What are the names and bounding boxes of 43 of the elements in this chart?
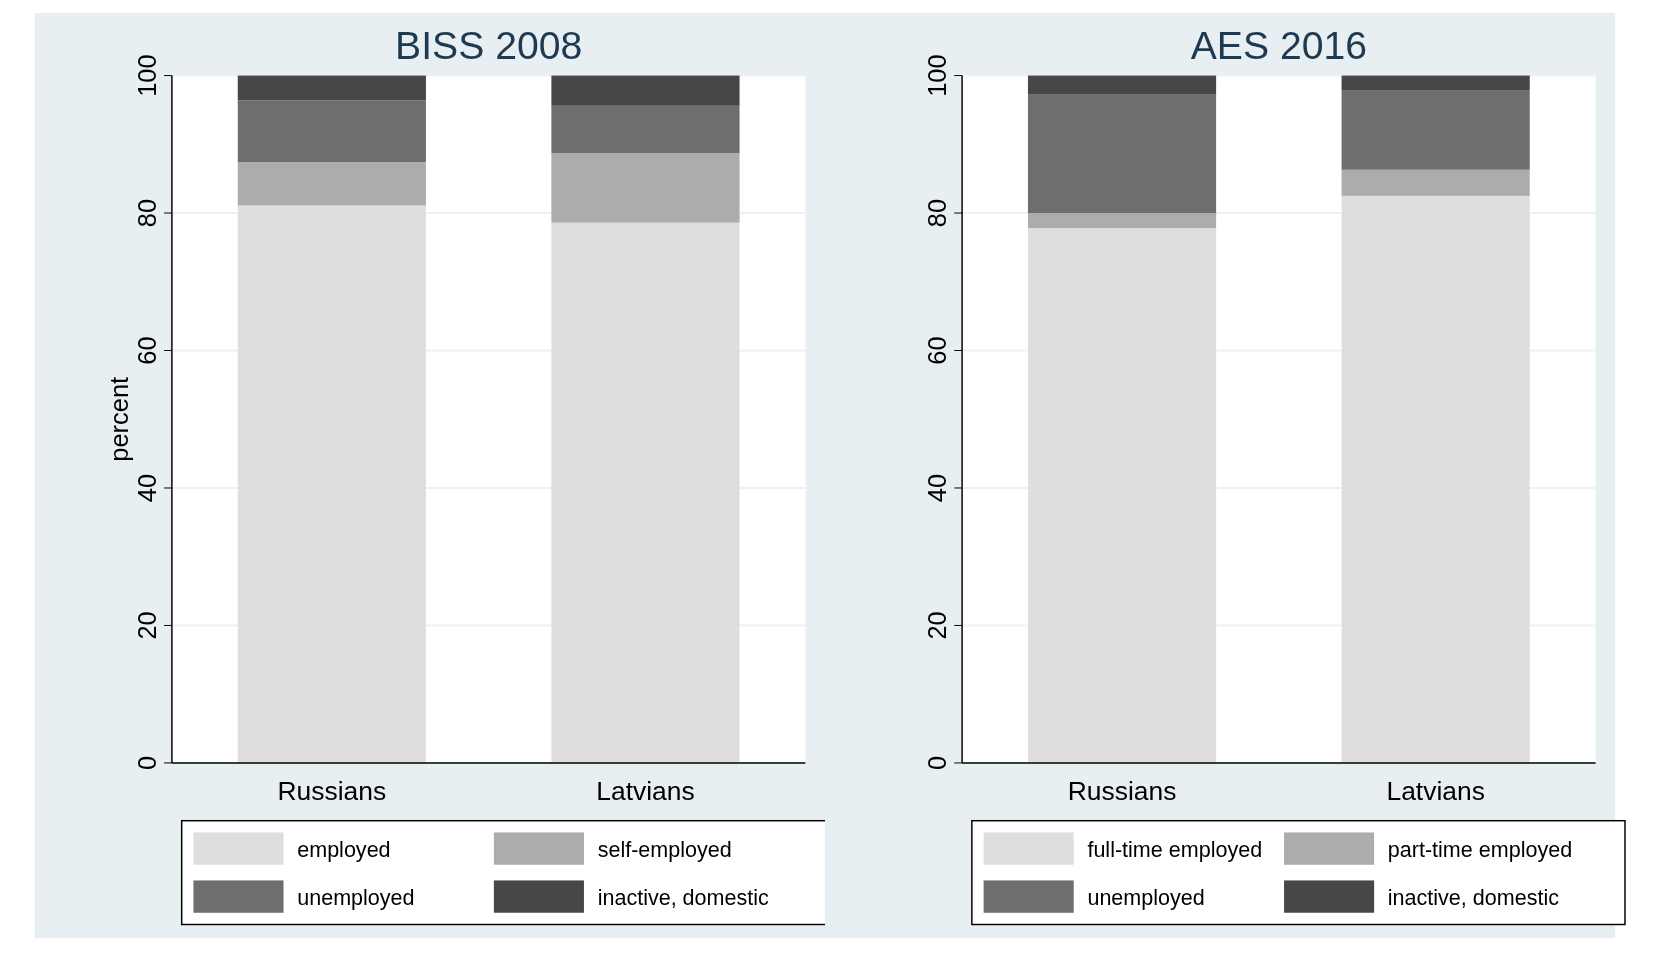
bar (1341, 75, 1530, 91)
legend-label: unemployed (1087, 885, 1205, 910)
legend-label: full-time employed (1087, 837, 1263, 862)
bar (551, 222, 740, 763)
y-tick-label: 80 (133, 198, 162, 228)
bar (1027, 228, 1217, 763)
chart-title: AES 2016 (1190, 23, 1368, 67)
bar (551, 153, 740, 223)
y-tick-label: 40 (923, 473, 952, 503)
legend-label: inactive, domestic (597, 885, 770, 910)
x-tick-label: Russians (1067, 776, 1177, 807)
chart-title: BISS 2008 (395, 23, 583, 67)
legend-label: inactive, domestic (1387, 885, 1560, 910)
x-tick-label: Latvians (1386, 776, 1485, 807)
y-tick-label: 60 (923, 336, 952, 365)
y-tick-label: 40 (133, 473, 162, 503)
y-axis-title: percent (104, 376, 133, 462)
bar (1027, 213, 1217, 229)
legend-label: employed (297, 837, 391, 862)
bar (1341, 90, 1530, 170)
bar (1341, 169, 1530, 196)
bar (551, 75, 740, 106)
y-tick-label: 100 (133, 54, 162, 97)
y-tick-label: 60 (133, 336, 162, 365)
bar (1027, 75, 1217, 95)
bar (1341, 195, 1530, 763)
legend-label: self-employed (597, 837, 732, 862)
bar (237, 75, 426, 101)
bar (551, 105, 740, 154)
legend-label: part-time employed (1387, 837, 1573, 862)
y-tick-label: 80 (923, 198, 952, 228)
legend-label: unemployed (297, 885, 415, 910)
y-tick-label: 20 (923, 611, 952, 640)
x-tick-label: Russians (277, 776, 387, 807)
y-tick-label: 20 (133, 611, 162, 640)
bar (237, 162, 426, 206)
y-tick-label: 0 (923, 755, 952, 771)
y-tick-label: 0 (133, 755, 162, 771)
bar (237, 100, 426, 163)
x-tick-label: Latvians (596, 776, 695, 807)
bar (1027, 94, 1217, 214)
y-tick-label: 100 (923, 54, 952, 97)
bar (237, 205, 426, 763)
